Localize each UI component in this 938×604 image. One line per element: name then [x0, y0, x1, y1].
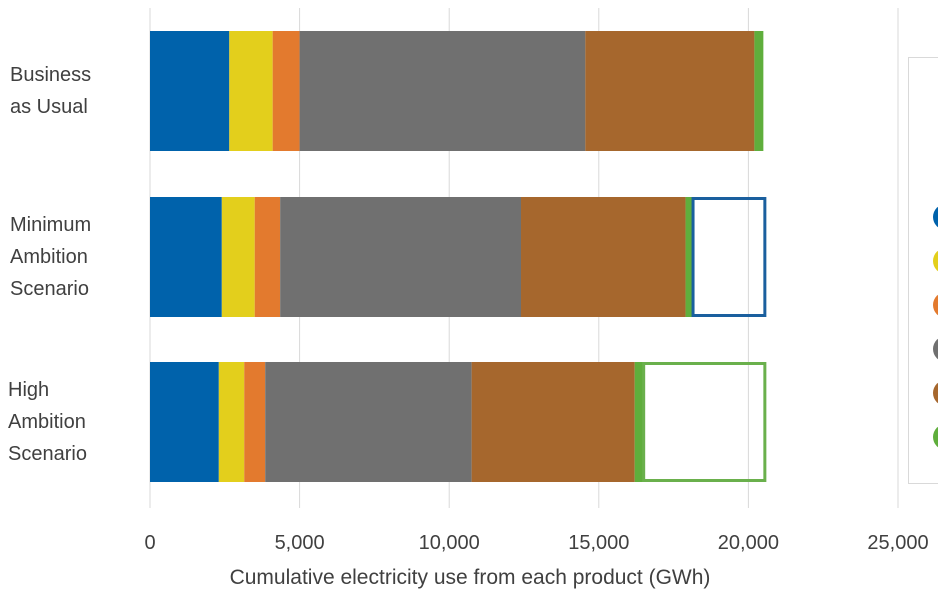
category-label: High Ambition Scenario [8, 379, 87, 465]
x-tick-label: 20,000 [717, 532, 779, 554]
legend [908, 57, 938, 484]
category-label: Business as Usual [10, 64, 92, 118]
savings-outline [691, 197, 767, 317]
bar-segment [218, 362, 245, 482]
x-tick-label: 10,000 [418, 532, 480, 554]
bar-segment [229, 31, 273, 151]
bar-segment [521, 197, 686, 317]
bar-segment [685, 197, 694, 317]
legend-marker [933, 336, 938, 362]
bar-segment [150, 31, 230, 151]
bar-segment [299, 31, 586, 151]
bar-segment [150, 362, 219, 482]
category-label: Minimum Ambition Scenario [10, 214, 92, 300]
legend-marker [933, 204, 938, 230]
x-axis-label: Cumulative electricity use from each pro… [229, 566, 711, 589]
bar-segment [280, 197, 522, 317]
bar-segment [221, 197, 255, 317]
bars [150, 31, 764, 482]
savings-outlines [642, 197, 767, 482]
legend-marker [933, 424, 938, 450]
bar-segment [254, 197, 281, 317]
x-tick-label: 25,000 [867, 532, 929, 554]
bar-segment [754, 31, 764, 151]
x-tick-label: 15,000 [568, 532, 630, 554]
bar-segment [585, 31, 755, 151]
savings-outline [642, 362, 767, 482]
bar-segment [150, 197, 222, 317]
bar-segment [265, 362, 472, 482]
legend-marker [933, 292, 938, 318]
bar-segment [634, 362, 644, 482]
bar-segment [471, 362, 635, 482]
bar-segment [272, 31, 300, 151]
bar-segment [244, 362, 266, 482]
x-tick-label: 5,000 [274, 532, 325, 554]
legend-marker [933, 380, 938, 406]
legend-marker [933, 248, 938, 274]
x-tick-label: 0 [144, 532, 156, 554]
